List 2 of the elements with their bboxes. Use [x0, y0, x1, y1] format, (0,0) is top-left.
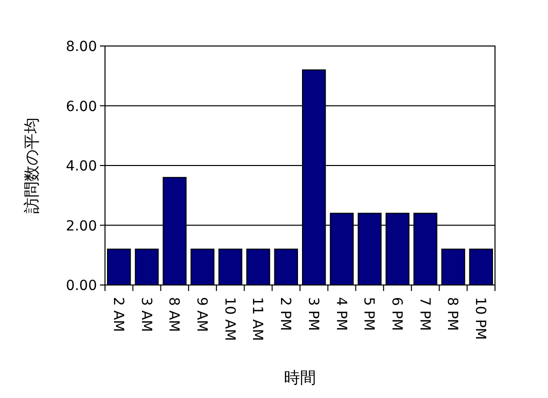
- xlabel: 時間: [284, 368, 316, 387]
- ylabel: 訪問数の平均: [22, 118, 41, 214]
